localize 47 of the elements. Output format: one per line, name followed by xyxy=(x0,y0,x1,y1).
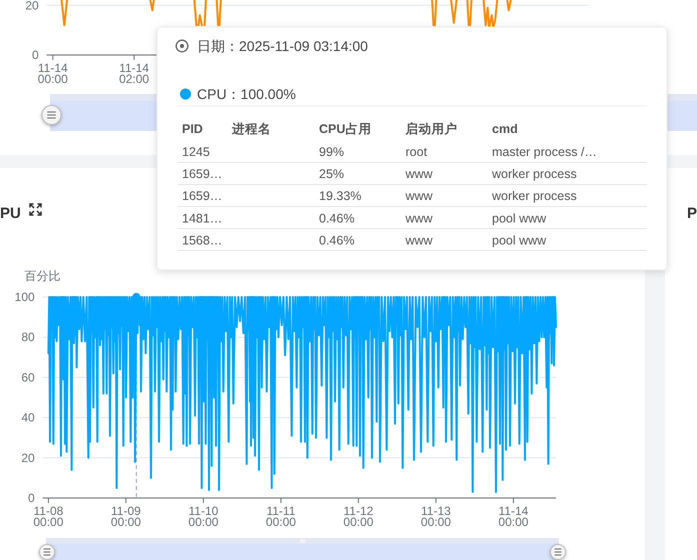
y-tick-label: 0 xyxy=(32,48,40,62)
text: root xyxy=(406,145,428,159)
y-tick-label: 20 xyxy=(21,450,36,465)
chart-title: PU xyxy=(0,205,21,222)
text: 19.33% xyxy=(319,189,362,204)
text: cmd xyxy=(492,122,518,136)
text: www xyxy=(404,211,434,226)
x-tick-label: 11-09 00:00 xyxy=(110,504,142,529)
x-tick-label: 11-12 00:00 xyxy=(343,504,374,529)
x-tick-label: 11-10 00:00 xyxy=(188,504,219,529)
text: 0.46% xyxy=(319,233,354,248)
text: 1659… xyxy=(182,189,222,204)
text: P xyxy=(687,205,697,222)
x-tick-label: 11-08 00:00 xyxy=(33,504,64,529)
x-tick-label: 11-14 00:00 xyxy=(38,61,68,86)
text: worker process xyxy=(491,189,577,204)
text: CPU：100.00% xyxy=(197,86,296,102)
y-tick-label: 100 xyxy=(14,290,36,304)
text: 1481… xyxy=(182,211,222,226)
y-tick-label: 40 xyxy=(21,410,36,425)
y-axis-title: 百分比 xyxy=(24,269,61,283)
text: www xyxy=(404,189,434,204)
text: 1659… xyxy=(182,167,222,182)
x-tick-label: 11-11 00:00 xyxy=(266,504,296,529)
text: 1568… xyxy=(182,233,222,248)
x-tick-label: 11-14 00:00 xyxy=(498,504,529,529)
text: www xyxy=(404,167,434,182)
text: 进程名 xyxy=(231,122,271,136)
text: CPU占用 xyxy=(319,122,372,136)
text: pool www xyxy=(492,211,548,226)
text: master process /… xyxy=(492,145,597,159)
text: 99% xyxy=(319,145,344,159)
text: 1245 xyxy=(182,145,210,159)
text: 25% xyxy=(319,167,344,182)
annotation: 日期：2025-11-09 03:14:00 xyxy=(197,38,368,54)
x-tick-label: 11-13 00:00 xyxy=(420,504,452,529)
text: 0.46% xyxy=(319,211,354,226)
y-tick-label: 80 xyxy=(21,330,36,344)
text: www xyxy=(404,233,434,248)
y-tick-label: 20 xyxy=(25,0,40,12)
text: pool www xyxy=(492,233,548,248)
x-tick-label: 11-14 02:00 xyxy=(119,61,150,86)
text: worker process xyxy=(491,167,577,182)
text: PID xyxy=(182,122,203,136)
y-tick-label: 60 xyxy=(21,370,36,384)
y-tick-label: 0 xyxy=(28,491,36,505)
text: 启动用户 xyxy=(404,121,458,136)
